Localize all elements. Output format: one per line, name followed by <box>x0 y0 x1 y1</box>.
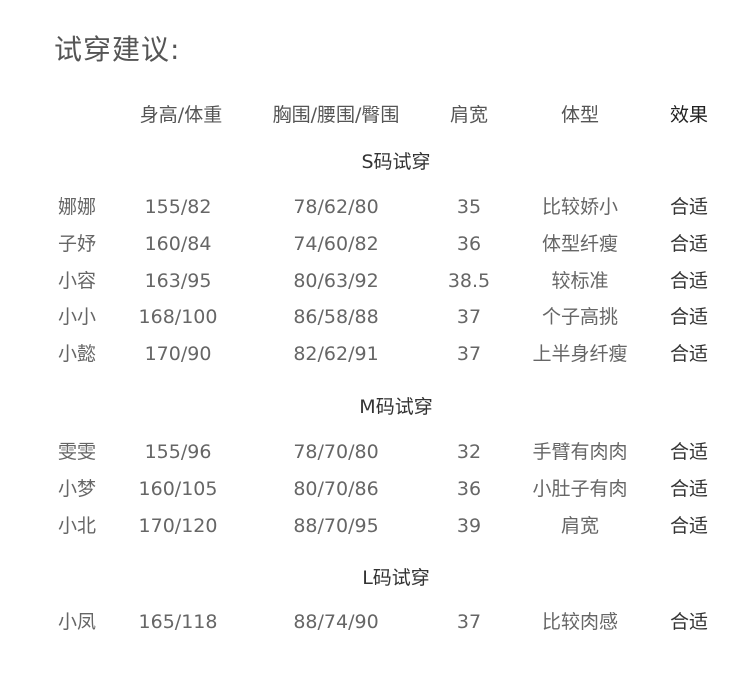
bust-waist-hip-cell: 80/63/92 <box>293 269 379 292</box>
height-weight-cell: 163/95 <box>144 269 212 292</box>
size-group-heading: M码试穿 <box>359 396 433 418</box>
body-type-cell: 比较肉感 <box>541 611 619 633</box>
height-weight-cell: 160/105 <box>138 477 218 500</box>
tester-name-cell: 小梦 <box>58 477 97 500</box>
shoulder-width-cell: 35 <box>456 196 482 218</box>
page-title: 试穿建议: <box>54 33 181 66</box>
shoulder-width-cell: 32 <box>456 441 482 463</box>
fit-result-cell: 合适 <box>669 196 709 218</box>
bust-waist-hip-cell: 78/62/80 <box>293 196 379 218</box>
body-type-cell: 个子高挑 <box>541 306 619 329</box>
tester-name-cell: 娜娜 <box>58 196 97 218</box>
bust-waist-hip-cell: 78/70/80 <box>293 441 379 463</box>
bust-waist-hip-cell: 86/58/88 <box>293 306 379 329</box>
table-row: 小梦 160/105 80/70/86 36 小肚子有肉 合适 <box>0 474 750 504</box>
shoulder-width-cell: 37 <box>456 343 482 366</box>
height-weight-cell: 168/100 <box>138 306 218 329</box>
fit-result-cell: 合适 <box>669 343 709 366</box>
tester-name-cell: 子妤 <box>58 232 97 255</box>
height-weight-cell: 155/82 <box>144 196 212 218</box>
shoulder-width-cell: 39 <box>456 514 482 537</box>
shoulder-width-cell: 37 <box>456 306 482 329</box>
bust-waist-hip-header: 胸围/腰围/臀围 <box>272 104 400 126</box>
tester-name-cell: 小小 <box>58 306 97 329</box>
tester-name-cell: 小北 <box>58 514 97 537</box>
fit-result-cell: 合适 <box>669 306 709 329</box>
table-row: 娜娜 155/82 78/62/80 35 比较娇小 合适 <box>0 192 750 222</box>
bust-waist-hip-cell: 74/60/82 <box>293 232 379 255</box>
bust-waist-hip-cell: 88/70/95 <box>293 514 379 537</box>
height-weight-cell: 170/120 <box>138 514 218 537</box>
bust-waist-hip-cell: 80/70/86 <box>293 477 379 500</box>
table-header: 身高/体重 胸围/腰围/臀围 肩宽 体型 效果 <box>0 100 750 130</box>
tester-name-cell: 小凤 <box>58 611 97 633</box>
table-row: 子妤 160/84 74/60/82 36 体型纤瘦 合适 <box>0 229 750 259</box>
fit-result-cell: 合适 <box>669 514 709 537</box>
fit-result-cell: 合适 <box>669 441 709 463</box>
bust-waist-hip-cell: 88/74/90 <box>293 611 379 633</box>
body-type-cell: 上半身纤瘦 <box>532 343 628 366</box>
body-type-cell: 手臂有肉肉 <box>532 441 628 463</box>
body-type-header: 体型 <box>560 104 600 126</box>
body-type-cell: 较标准 <box>551 269 609 292</box>
bust-waist-hip-cell: 82/62/91 <box>293 343 379 366</box>
size-group-heading: L码试穿 <box>362 567 430 589</box>
tester-name-cell: 小懿 <box>58 343 97 366</box>
shoulder-width-cell: 37 <box>456 611 482 633</box>
tester-name-cell: 雯雯 <box>58 441 97 463</box>
fit-result-cell: 合适 <box>669 611 709 633</box>
body-type-cell: 小肚子有肉 <box>532 477 628 500</box>
shoulder-width-header: 肩宽 <box>449 104 489 126</box>
table-row: 小凤 165/118 88/74/90 37 比较肉感 合适 <box>0 607 750 637</box>
height-weight-cell: 165/118 <box>138 611 218 633</box>
table-row: 小小 168/100 86/58/88 37 个子高挑 合适 <box>0 302 750 332</box>
shoulder-width-cell: 38.5 <box>447 269 491 292</box>
height-weight-cell: 155/96 <box>144 441 212 463</box>
body-type-cell: 比较娇小 <box>541 196 619 218</box>
shoulder-width-cell: 36 <box>456 232 482 255</box>
body-type-cell: 肩宽 <box>560 514 600 537</box>
fit-result-cell: 合适 <box>669 477 709 500</box>
fit-result-header: 效果 <box>669 104 709 126</box>
height-weight-header: 身高/体重 <box>139 104 223 126</box>
size-group-heading: S码试穿 <box>361 151 431 173</box>
tester-name-cell: 小容 <box>58 269 97 292</box>
height-weight-cell: 160/84 <box>144 232 212 255</box>
fit-result-cell: 合适 <box>669 269 709 292</box>
height-weight-cell: 170/90 <box>144 343 212 366</box>
table-row: 小懿 170/90 82/62/91 37 上半身纤瘦 合适 <box>0 339 750 369</box>
fit-result-cell: 合适 <box>669 232 709 255</box>
shoulder-width-cell: 36 <box>456 477 482 500</box>
table-row: 雯雯 155/96 78/70/80 32 手臂有肉肉 合适 <box>0 437 750 467</box>
table-row: 小容 163/95 80/63/92 38.5 较标准 合适 <box>0 266 750 296</box>
body-type-cell: 体型纤瘦 <box>541 232 619 255</box>
table-row: 小北 170/120 88/70/95 39 肩宽 合适 <box>0 511 750 541</box>
